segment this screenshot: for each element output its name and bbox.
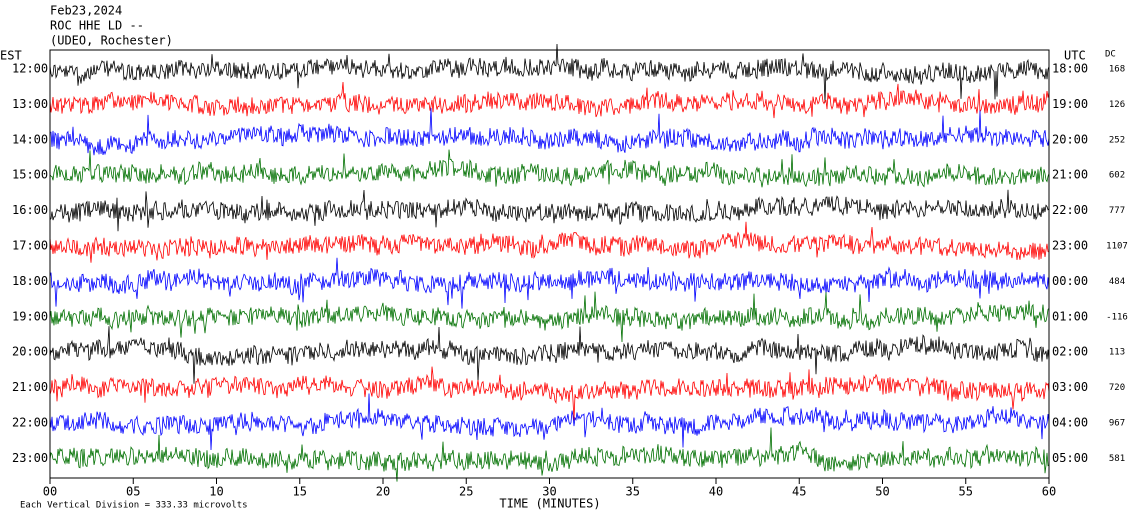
trace [49,43,1050,103]
dc-value: 777 [1109,206,1125,216]
trace [49,393,1050,451]
est-label: 22:00 [12,416,48,430]
x-tick-label: 20 [376,485,390,499]
est-label: 20:00 [12,345,48,359]
dc-title: DC [1105,50,1116,60]
est-label: 14:00 [12,132,48,146]
dc-value: 581 [1109,454,1125,464]
utc-label: 19:00 [1052,97,1088,111]
trace [49,427,1050,482]
est-label: 23:00 [12,451,48,465]
est-label: 15:00 [12,168,48,182]
est-label: 12:00 [12,62,48,76]
scale-note: Each Vertical Division = 333.33 microvol… [20,501,248,511]
est-label: 17:00 [12,239,48,253]
utc-label: 03:00 [1052,380,1088,394]
est-label: 21:00 [12,380,48,394]
utc-label: 23:00 [1052,239,1088,253]
traces [49,43,1050,482]
dc-value: 126 [1109,100,1125,110]
utc-label: 01:00 [1052,309,1088,323]
station: ROC HHE LD -- [50,19,144,33]
dc-value: 602 [1109,171,1125,181]
network: (UDEO, Rochester) [50,34,173,48]
dc-value: 113 [1109,348,1125,358]
dc-value: 967 [1109,419,1125,429]
utc-label: 18:00 [1052,62,1088,76]
trace [49,221,1050,263]
left-axis-title: EST [0,49,22,63]
trace [49,149,1050,188]
x-tick-label: 10 [209,485,223,499]
x-tick-label: 05 [126,485,140,499]
x-tick-label: 30 [542,485,556,499]
dc-value: -116 [1106,312,1128,322]
est-label: 16:00 [12,203,48,217]
utc-label: 21:00 [1052,168,1088,182]
dc-value: 1107 [1106,242,1128,252]
dc-value: 720 [1109,383,1125,393]
x-tick-label: 60 [1042,485,1056,499]
dc-value: 252 [1109,135,1125,145]
date: Feb23,2024 [50,4,122,18]
est-label: 18:00 [12,274,48,288]
x-tick-label: 55 [959,485,973,499]
trace [49,81,1050,119]
dc-value: 484 [1109,277,1125,287]
x-tick-label: 15 [293,485,307,499]
trace [49,366,1050,421]
utc-label: 02:00 [1052,345,1088,359]
utc-label: 05:00 [1052,451,1088,465]
dc-value: 168 [1109,65,1125,75]
x-axis-title: TIME (MINUTES) [499,497,600,511]
x-tick-label: 00 [43,485,57,499]
x-tick-label: 25 [459,485,473,499]
utc-label: 20:00 [1052,132,1088,146]
trace [49,326,1050,384]
trace [49,189,1050,232]
est-label: 13:00 [12,97,48,111]
x-tick-label: 35 [626,485,640,499]
trace [49,257,1050,309]
right-axis-title: UTC [1064,49,1086,63]
trace [49,291,1050,343]
utc-label: 04:00 [1052,416,1088,430]
utc-label: 00:00 [1052,274,1088,288]
x-tick-label: 40 [709,485,723,499]
x-tick-label: 45 [792,485,806,499]
plot-frame [49,49,1050,479]
x-tick-label: 50 [875,485,889,499]
est-label: 19:00 [12,309,48,323]
utc-label: 22:00 [1052,203,1088,217]
trace [50,107,1050,156]
